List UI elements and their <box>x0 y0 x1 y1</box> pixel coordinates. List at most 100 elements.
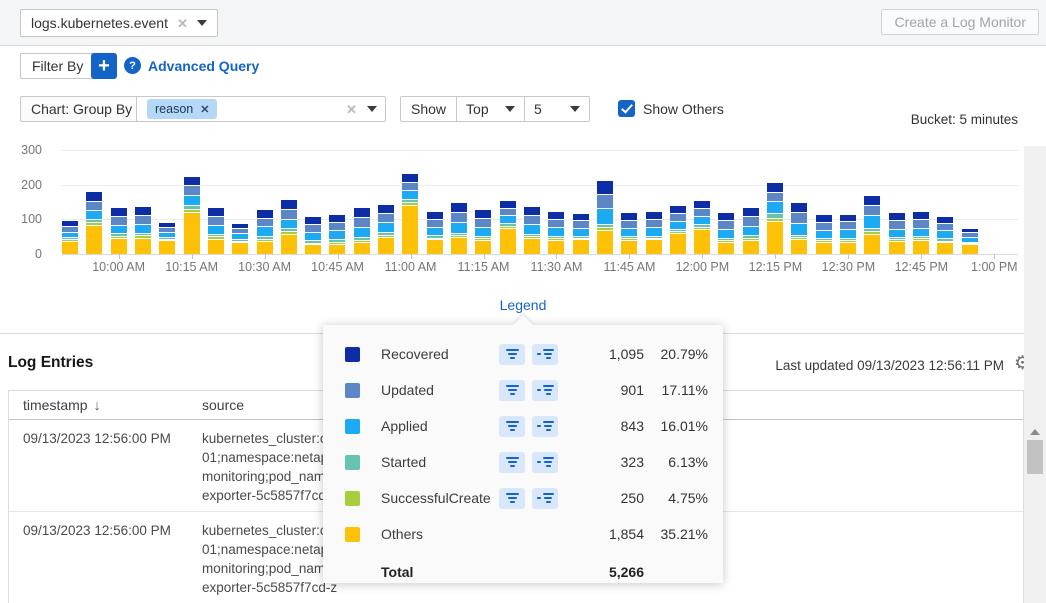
bar-segment-others[interactable] <box>961 244 978 254</box>
bar-11[interactable] <box>329 214 346 254</box>
bar-segment-started[interactable] <box>475 236 492 239</box>
bar-segment-successfulcreate[interactable] <box>62 239 78 241</box>
bar-segment-successfulcreate[interactable] <box>523 236 540 239</box>
bar-segment-updated[interactable] <box>621 220 638 229</box>
bar-segment-started[interactable] <box>596 223 613 227</box>
bar-segment-started[interactable] <box>937 238 954 241</box>
bar-segment-others[interactable] <box>742 240 759 254</box>
bar-segment-updated[interactable] <box>645 219 662 228</box>
bar-segment-started[interactable] <box>499 223 516 226</box>
bar-segment-recovered[interactable] <box>596 180 613 195</box>
bar-20[interactable] <box>548 211 565 254</box>
bar-segment-applied[interactable] <box>961 236 978 242</box>
bar-segment-started[interactable] <box>402 198 419 203</box>
bar-12[interactable] <box>353 207 370 254</box>
bar-segment-others[interactable] <box>864 233 881 254</box>
bar-segment-successfulcreate[interactable] <box>280 231 297 234</box>
bar-segment-recovered[interactable] <box>621 212 638 221</box>
bar-segment-updated[interactable] <box>62 226 78 232</box>
bar-segment-others[interactable] <box>621 240 638 254</box>
bar-segment-started[interactable] <box>840 237 856 240</box>
bar-segment-started[interactable] <box>669 228 686 232</box>
bar-segment-started[interactable] <box>694 224 711 227</box>
bar-segment-started[interactable] <box>767 213 784 218</box>
bar-segment-recovered[interactable] <box>232 223 249 229</box>
bar-segment-updated[interactable] <box>888 220 905 229</box>
bar-segment-updated[interactable] <box>791 212 808 223</box>
bar-segment-applied[interactable] <box>742 225 759 236</box>
bar-25[interactable] <box>669 205 686 254</box>
show-others-toggle[interactable]: Show Others <box>618 100 724 117</box>
bar-segment-successfulcreate[interactable] <box>134 235 151 239</box>
bar-segment-successfulcreate[interactable] <box>961 243 978 245</box>
bar-segment-applied[interactable] <box>523 223 540 234</box>
bar-segment-others[interactable] <box>402 205 419 254</box>
bar-segment-recovered[interactable] <box>694 200 711 208</box>
bar-segment-updated[interactable] <box>207 215 224 225</box>
bar-segment-recovered[interactable] <box>791 202 808 213</box>
bar-segment-successfulcreate[interactable] <box>791 237 808 240</box>
bar-segment-successfulcreate[interactable] <box>207 236 224 239</box>
bar-segment-started[interactable] <box>523 233 540 237</box>
bar-segment-started[interactable] <box>256 235 273 239</box>
bar-segment-recovered[interactable] <box>523 205 540 215</box>
bar-segment-successfulcreate[interactable] <box>499 225 516 228</box>
column-header-timestamp[interactable]: timestamp ↓ <box>23 397 101 413</box>
bar-segment-successfulcreate[interactable] <box>767 217 784 222</box>
bar-segment-applied[interactable] <box>402 190 419 199</box>
table-row[interactable]: 09/13/2023 12:56:00 PM kubernetes_cluster… <box>9 512 1023 603</box>
bar-segment-started[interactable] <box>110 232 127 236</box>
bar-segment-others[interactable] <box>134 238 151 254</box>
bar-segment-started[interactable] <box>183 204 200 209</box>
bar-segment-others[interactable] <box>840 241 856 254</box>
show-others-checkbox[interactable] <box>618 100 635 117</box>
bar-segment-updated[interactable] <box>742 216 759 226</box>
bar-segment-applied[interactable] <box>280 218 297 229</box>
bar-segment-updated[interactable] <box>426 218 443 227</box>
bar-segment-updated[interactable] <box>499 207 516 215</box>
bar-segment-started[interactable] <box>353 237 370 240</box>
bar-segment-started[interactable] <box>134 232 151 236</box>
bar-segment-started[interactable] <box>718 237 735 241</box>
bar-segment-started[interactable] <box>232 238 249 241</box>
bar-segment-updated[interactable] <box>523 214 540 224</box>
bar-segment-applied[interactable] <box>888 228 905 238</box>
bar-segment-recovered[interactable] <box>645 210 662 220</box>
bar-segment-successfulcreate[interactable] <box>888 239 905 241</box>
bar-segment-successfulcreate[interactable] <box>353 239 370 242</box>
bar-segment-applied[interactable] <box>548 227 565 236</box>
bar-segment-applied[interactable] <box>475 227 492 236</box>
bar-segment-successfulcreate[interactable] <box>86 222 103 225</box>
help-icon[interactable]: ? <box>124 57 141 74</box>
bar-segment-started[interactable] <box>961 241 978 244</box>
filter-by-button[interactable]: Filter By <box>20 53 96 79</box>
bar-segment-updated[interactable] <box>767 191 784 202</box>
bar-segment-applied[interactable] <box>572 228 589 236</box>
bar-segment-recovered[interactable] <box>305 215 322 224</box>
bar-segment-others[interactable] <box>451 237 467 254</box>
bar-segment-recovered[interactable] <box>742 207 759 217</box>
bar-segment-started[interactable] <box>62 237 78 240</box>
bar-segment-others[interactable] <box>645 239 662 254</box>
bar-segment-updated[interactable] <box>840 221 856 230</box>
bar-27[interactable] <box>718 212 735 254</box>
bar-segment-started[interactable] <box>621 236 638 239</box>
bar-segment-started[interactable] <box>207 233 224 237</box>
bar-segment-others[interactable] <box>767 221 784 254</box>
bar-segment-updated[interactable] <box>864 205 881 216</box>
bar-34[interactable] <box>888 212 905 254</box>
bar-16[interactable] <box>451 202 467 254</box>
table-row[interactable]: 09/13/2023 12:56:00 PM kubernetes_cluster… <box>9 420 1023 512</box>
bar-segment-successfulcreate[interactable] <box>718 240 735 242</box>
bar-segment-others[interactable] <box>305 244 322 254</box>
bar-segment-others[interactable] <box>523 238 540 254</box>
bar-segment-others[interactable] <box>694 229 711 254</box>
bar-segment-others[interactable] <box>183 212 200 254</box>
bar-segment-applied[interactable] <box>718 228 735 238</box>
bar-segment-successfulcreate[interactable] <box>912 238 929 241</box>
bar-segment-others[interactable] <box>596 229 613 254</box>
add-filter-button[interactable]: + <box>91 53 117 79</box>
bar-5[interactable] <box>183 175 200 254</box>
bar-4[interactable] <box>159 221 176 254</box>
bar-segment-updated[interactable] <box>669 213 686 221</box>
